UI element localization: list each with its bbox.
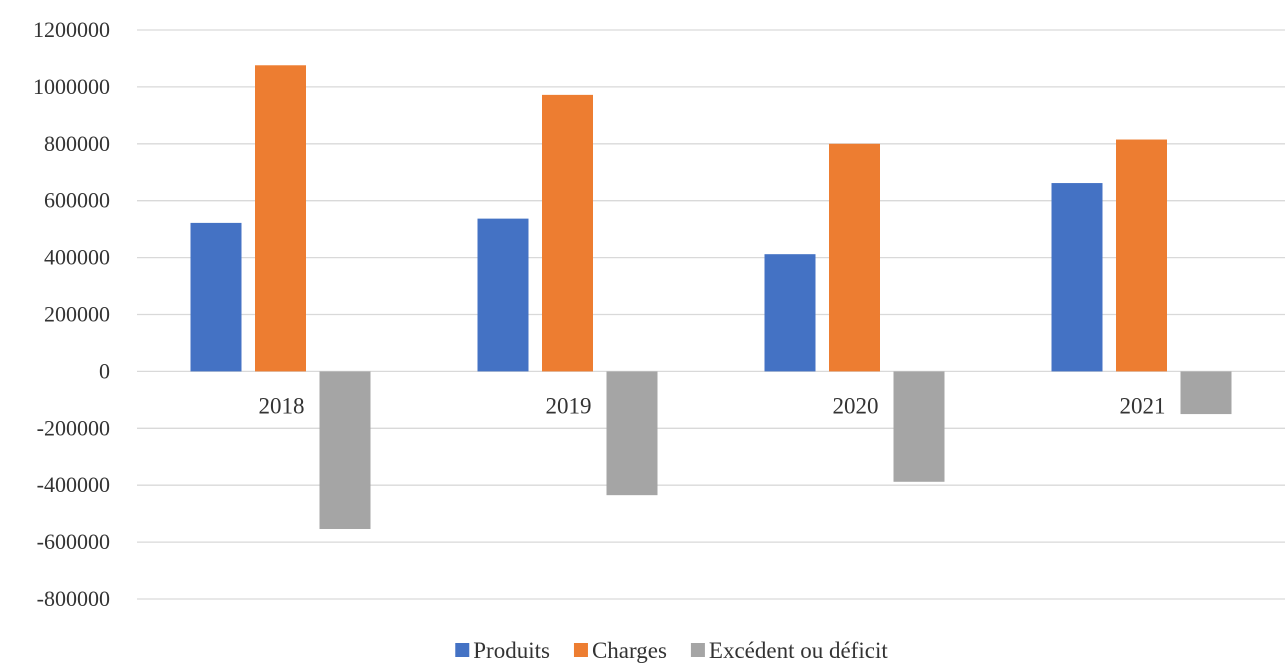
x-category-label: 2020 xyxy=(833,393,879,418)
x-category-label: 2018 xyxy=(259,393,305,418)
legend-item-exc-dent-ou-d-ficit: Excédent ou déficit xyxy=(690,638,888,663)
legend-item-produits: Produits xyxy=(455,638,550,663)
legend-swatch xyxy=(455,643,470,657)
bar-exc-dent-ou-d-ficit-2021 xyxy=(1180,371,1232,415)
legend: Produits Charges Excédent ou déficit xyxy=(455,638,888,663)
bar-exc-dent-ou-d-ficit-2018 xyxy=(319,371,371,530)
legend-swatch xyxy=(690,643,705,657)
bar-exc-dent-ou-d-ficit-2019 xyxy=(606,371,658,496)
legend-item-charges: Charges xyxy=(573,638,667,663)
y-tick-label: -800000 xyxy=(37,586,110,611)
legend-swatch xyxy=(573,643,588,657)
y-tick-label: 1200000 xyxy=(33,17,110,42)
legend-label: Excédent ou déficit xyxy=(709,638,888,663)
y-tick-label: 600000 xyxy=(44,188,110,213)
bar-charges-2021 xyxy=(1116,139,1167,372)
gridlines xyxy=(137,29,1285,600)
y-tick-label: 800000 xyxy=(44,131,110,156)
bars xyxy=(190,65,1232,530)
y-tick-label: 1000000 xyxy=(33,74,110,99)
y-tick-label: 0 xyxy=(99,358,110,383)
bar-exc-dent-ou-d-ficit-2020 xyxy=(893,371,945,482)
bar-charges-2018 xyxy=(255,65,306,372)
bar-charges-2019 xyxy=(542,94,593,372)
y-tick-label: -200000 xyxy=(37,415,110,440)
y-tick-label: -600000 xyxy=(37,529,110,554)
bar-produits-2020 xyxy=(764,254,816,372)
bar-produits-2018 xyxy=(190,222,242,372)
x-category-label: 2019 xyxy=(546,393,592,418)
y-tick-label: 200000 xyxy=(44,302,110,327)
legend-label: Produits xyxy=(473,638,550,663)
x-axis-category-labels: 2018 2019 2020 2021 xyxy=(259,393,1166,418)
bar-produits-2019 xyxy=(477,218,529,372)
bar-charges-2020 xyxy=(829,143,880,372)
y-tick-label: -400000 xyxy=(37,472,110,497)
legend-label: Charges xyxy=(592,638,667,663)
x-category-label: 2021 xyxy=(1120,393,1166,418)
y-axis-tick-labels: 1200000 1000000 800000 600000 400000 200000 0 -… xyxy=(33,17,110,611)
bar-produits-2021 xyxy=(1051,183,1103,372)
y-tick-label: 400000 xyxy=(44,245,110,270)
